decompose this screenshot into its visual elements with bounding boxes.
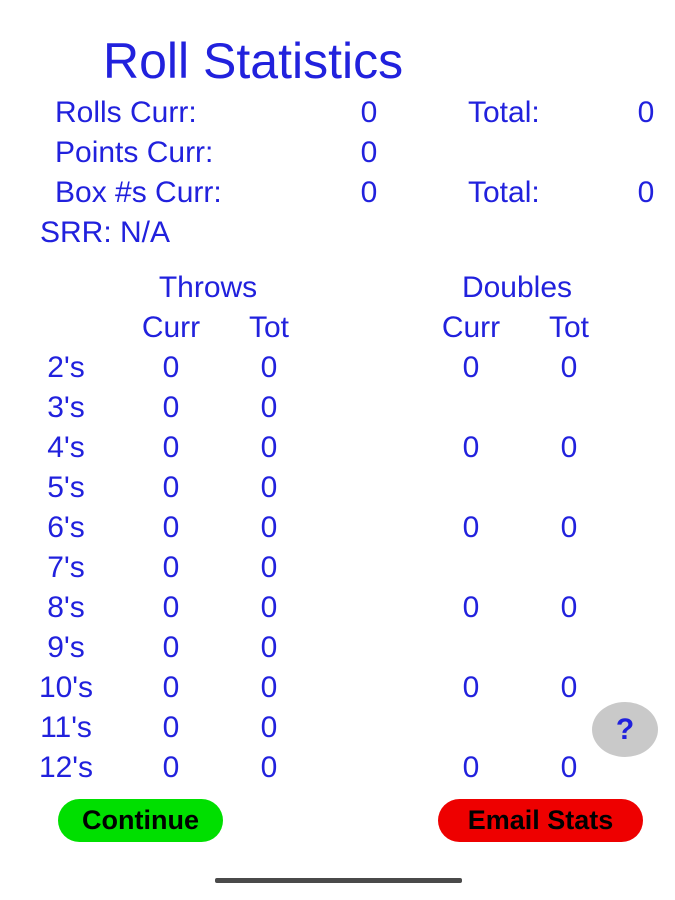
doubles-curr-value: 0 xyxy=(462,591,480,624)
throws-curr-header: Curr xyxy=(141,311,201,344)
table-row: 3's 0 0 xyxy=(0,388,675,428)
doubles-tot-value: 0 xyxy=(560,751,578,784)
row-label: 4's xyxy=(47,431,85,464)
page-title: Roll Statistics xyxy=(103,33,404,89)
doubles-curr-value xyxy=(412,468,530,508)
throws-curr-value: 0 xyxy=(162,671,180,704)
doubles-tot-value xyxy=(530,388,608,428)
row-label: 8's xyxy=(47,591,85,624)
srr-label: SRR: N/A xyxy=(40,216,171,249)
table-row: 6's 0 0 0 0 xyxy=(0,508,675,548)
home-gesture-bar[interactable] xyxy=(215,878,462,883)
doubles-tot-value: 0 xyxy=(560,431,578,464)
throws-tot-value: 0 xyxy=(260,511,278,544)
table-row: 10's 0 0 0 0 xyxy=(0,668,675,708)
throws-curr-value: 0 xyxy=(162,471,180,504)
doubles-header: Doubles xyxy=(461,271,573,304)
table-row: 7's 0 0 xyxy=(0,548,675,588)
doubles-curr-value xyxy=(412,628,530,668)
table-row: 9's 0 0 xyxy=(0,628,675,668)
email-stats-button[interactable]: Email Stats xyxy=(438,799,643,842)
row-label: 2's xyxy=(47,351,85,384)
box-numbers-row: Box #s Curr: 0 Total: 0 xyxy=(0,173,675,213)
doubles-curr-value xyxy=(412,548,530,588)
doubles-curr-value: 0 xyxy=(462,431,480,464)
throws-tot-value: 0 xyxy=(260,431,278,464)
points-row: Points Curr: 0 xyxy=(0,133,675,173)
row-label: 12's xyxy=(38,751,94,784)
doubles-curr-value xyxy=(412,708,530,748)
doubles-tot-header: Tot xyxy=(548,311,590,344)
throws-tot-value: 0 xyxy=(260,591,278,624)
points-curr-label: Points Curr: xyxy=(55,136,214,169)
table-row: 12's 0 0 0 0 xyxy=(0,748,675,788)
table-row: 8's 0 0 0 0 xyxy=(0,588,675,628)
doubles-curr-header: Curr xyxy=(441,311,501,344)
throws-curr-value: 0 xyxy=(162,431,180,464)
throws-curr-value: 0 xyxy=(162,391,180,424)
doubles-curr-value: 0 xyxy=(462,671,480,704)
rolls-total-label: Total: xyxy=(468,96,540,129)
table-row: 5's 0 0 xyxy=(0,468,675,508)
table-row: 11's 0 0 xyxy=(0,708,675,748)
throws-curr-value: 0 xyxy=(162,551,180,584)
throws-tot-value: 0 xyxy=(260,671,278,704)
throws-curr-value: 0 xyxy=(162,751,180,784)
doubles-curr-value: 0 xyxy=(462,351,480,384)
row-label: 6's xyxy=(47,511,85,544)
row-label: 3's xyxy=(47,391,85,424)
rolls-total-value: 0 xyxy=(637,96,655,129)
rolls-row: Rolls Curr: 0 Total: 0 xyxy=(0,93,675,133)
box-total-label: Total: xyxy=(468,176,540,209)
throws-curr-value: 0 xyxy=(162,351,180,384)
throws-tot-value: 0 xyxy=(260,351,278,384)
box-curr-value: 0 xyxy=(360,176,378,209)
throws-curr-value: 0 xyxy=(162,591,180,624)
throws-tot-value: 0 xyxy=(260,551,278,584)
table-group-header-row: Throws Doubles xyxy=(0,268,675,308)
continue-button[interactable]: Continue xyxy=(58,799,223,842)
doubles-tot-value: 0 xyxy=(560,671,578,704)
doubles-tot-value xyxy=(530,468,608,508)
doubles-curr-value: 0 xyxy=(462,751,480,784)
throws-header: Throws xyxy=(158,271,258,304)
throws-tot-value: 0 xyxy=(260,751,278,784)
help-button[interactable]: ? xyxy=(592,702,658,757)
doubles-tot-value: 0 xyxy=(560,351,578,384)
box-curr-label: Box #s Curr: xyxy=(55,176,222,209)
throws-doubles-table: Throws Doubles Curr Tot Curr Tot 2's 0 0… xyxy=(0,268,675,788)
table-row: 2's 0 0 0 0 xyxy=(0,348,675,388)
table-row: 4's 0 0 0 0 xyxy=(0,428,675,468)
throws-tot-header: Tot xyxy=(248,311,290,344)
row-label: 5's xyxy=(47,471,85,504)
rolls-curr-value: 0 xyxy=(360,96,378,129)
doubles-curr-value: 0 xyxy=(462,511,480,544)
box-total-value: 0 xyxy=(637,176,655,209)
throws-tot-value: 0 xyxy=(260,391,278,424)
doubles-tot-value: 0 xyxy=(560,511,578,544)
summary-section: Rolls Curr: 0 Total: 0 Points Curr: 0 Bo… xyxy=(0,93,675,253)
srr-row: SRR: N/A xyxy=(0,213,675,253)
rolls-curr-label: Rolls Curr: xyxy=(55,96,197,129)
doubles-tot-value xyxy=(530,628,608,668)
doubles-tot-value: 0 xyxy=(560,591,578,624)
throws-tot-value: 0 xyxy=(260,631,278,664)
doubles-curr-value xyxy=(412,388,530,428)
table-column-header-row: Curr Tot Curr Tot xyxy=(0,308,675,348)
row-label: 9's xyxy=(47,631,85,664)
throws-curr-value: 0 xyxy=(162,631,180,664)
throws-curr-value: 0 xyxy=(162,711,180,744)
row-label: 7's xyxy=(47,551,85,584)
points-curr-value: 0 xyxy=(360,136,378,169)
throws-tot-value: 0 xyxy=(260,471,278,504)
row-label: 11's xyxy=(40,711,92,744)
throws-tot-value: 0 xyxy=(260,711,278,744)
doubles-tot-value xyxy=(530,548,608,588)
throws-curr-value: 0 xyxy=(162,511,180,544)
row-label: 10's xyxy=(38,671,94,704)
